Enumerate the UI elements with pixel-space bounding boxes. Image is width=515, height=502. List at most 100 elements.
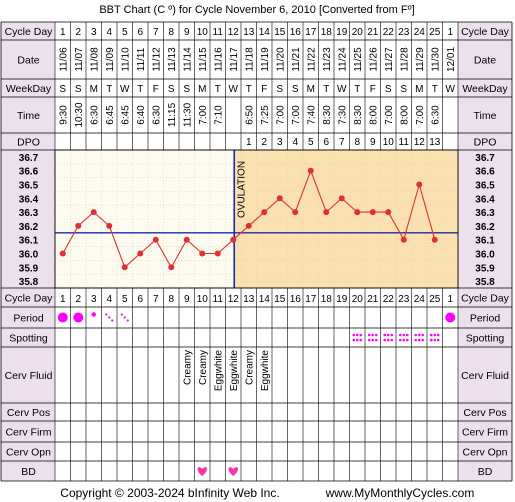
dpo-cell: 3 (277, 137, 283, 148)
weekday-cell: T (354, 84, 360, 95)
cerv-fluid-cell: Eggwhite (213, 350, 224, 392)
row-label-time: Time (474, 110, 497, 122)
weekday-cell: T (215, 84, 221, 95)
temperature-point (292, 209, 299, 216)
row-label-cerv-firm: Cerv Firm (462, 427, 508, 439)
date-cell: 11/21 (291, 47, 302, 72)
spotting-dot (383, 333, 387, 337)
row-label-spotting: Spotting (9, 333, 48, 345)
weekday-cell: F (370, 84, 376, 95)
dpo-cell: 6 (323, 137, 329, 148)
date-cell: 11/17 (229, 47, 240, 72)
cycle-day-cell: 18 (321, 294, 333, 305)
cycle-day-cell: 1 (60, 294, 66, 305)
cycle-day-cell: 8 (168, 27, 174, 38)
weekday-cell: S (400, 84, 407, 95)
temperature-point (323, 209, 330, 216)
date-cell: 11/18 (244, 47, 255, 72)
row-label-bg-right (458, 442, 512, 461)
cycle-day-cell: 24 (414, 27, 426, 38)
cycle-day-cell: 5 (122, 27, 128, 38)
temperature-point (416, 181, 423, 188)
spotting-dot (359, 333, 363, 337)
time-cell: 11:30 (182, 102, 193, 127)
date-cell: 11/19 (260, 47, 271, 72)
spotting-dot (436, 338, 440, 342)
date-cell: 11/10 (120, 47, 131, 72)
row-label-bg-right (458, 40, 512, 79)
cycle-day-cell: 15 (274, 27, 286, 38)
temperature-point (369, 209, 376, 216)
row-label-cerv-firm: Cerv Firm (5, 427, 51, 439)
weekday-cell: T (246, 84, 252, 95)
y-tick-label: 36.2 (475, 222, 495, 233)
y-tick-label: 35.9 (475, 263, 495, 274)
cycle-day-cell: 21 (367, 27, 379, 38)
row-label-bg-left (1, 421, 55, 442)
cycle-day-cell: 22 (383, 27, 395, 38)
row-label-cerv-fluid: Cerv Fluid (5, 370, 53, 382)
time-cell: 7:10 (213, 105, 224, 125)
row-label-bg-right (458, 22, 512, 40)
row-label-cycle-day: Cycle Day (5, 293, 54, 305)
date-cell: 11/24 (337, 47, 348, 72)
spotting-dot (355, 338, 359, 342)
temperature-point (183, 236, 190, 243)
row-label-bg-right (458, 307, 512, 328)
temperature-point (307, 167, 314, 174)
cycle-day-cell: 20 (352, 27, 364, 38)
temperature-point (59, 250, 66, 257)
weekday-cell: S (183, 84, 190, 95)
y-tick-label: 36.0 (475, 250, 495, 261)
time-cell: 7:00 (384, 105, 395, 125)
cerv-fluid-cell: Creamy (244, 350, 255, 385)
cerv-fluid-cell: Creamy (182, 350, 193, 385)
dpo-cell: 2 (261, 137, 267, 148)
cycle-day-cell: 13 (243, 27, 255, 38)
dpo-cell: 11 (399, 137, 410, 148)
cycle-day-cell: 19 (336, 294, 348, 305)
weekday-cell: S (59, 84, 66, 95)
date-cell: 11/07 (74, 47, 85, 72)
cerv-fluid-cell: Creamy (198, 350, 209, 385)
site-link[interactable]: www.MyMonthlyCycles.com (325, 486, 475, 500)
weekday-cell: S (168, 84, 175, 95)
date-cell: 11/22 (306, 47, 317, 72)
time-cell: 6:50 (244, 105, 255, 125)
period-spotting-dot (108, 316, 111, 319)
spotting-dot (429, 338, 433, 342)
row-label-bg-left (1, 442, 55, 461)
temperature-point (431, 236, 438, 243)
spotting-dot (386, 333, 390, 337)
spotting-dot (405, 333, 409, 337)
row-label-bg-left (1, 79, 55, 97)
date-cell: 11/09 (105, 47, 116, 72)
row-label-period: Period (470, 313, 501, 325)
weekday-cell: W (446, 84, 456, 95)
cycle-day-cell: 21 (367, 294, 379, 305)
spotting-dot (429, 333, 433, 337)
date-cell: 11/23 (322, 47, 333, 72)
temperature-point (354, 209, 361, 216)
period-spotting-dot (126, 319, 129, 322)
cycle-day-cell: 1 (447, 294, 453, 305)
temperature-point (245, 222, 252, 229)
spotting-dot (433, 333, 437, 337)
cycle-day-cell: 2 (75, 27, 81, 38)
y-tick-label: 36.1 (475, 236, 495, 247)
dpo-cell: 13 (429, 137, 441, 148)
row-label-cerv-opn: Cerv Opn (463, 447, 508, 459)
row-label-bg-right (458, 421, 512, 442)
time-cell: 11:15 (167, 102, 178, 127)
ovulation-label: OVULATION (236, 161, 247, 218)
time-cell: 6:30 (151, 105, 162, 125)
row-label-bg-left (1, 22, 55, 40)
row-label-bg-left (1, 328, 55, 347)
y-axis-right-bg (458, 150, 512, 288)
row-label-bg-left (1, 347, 55, 403)
date-cell: 11/30 (430, 47, 441, 72)
row-label-bg-right (458, 288, 512, 307)
spotting-dot (414, 333, 418, 337)
temperature-point (338, 195, 345, 202)
spotting-dot (390, 338, 394, 342)
